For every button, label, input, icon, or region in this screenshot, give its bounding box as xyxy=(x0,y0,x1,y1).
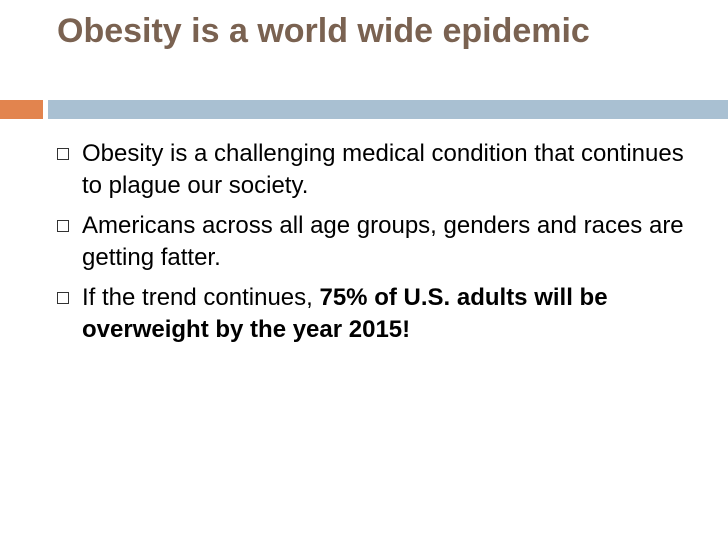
bullet-list: Obesity is a challenging medical conditi… xyxy=(57,138,697,354)
bullet-text: If the trend continues, xyxy=(82,284,320,311)
bullet-marker xyxy=(57,220,69,232)
bullet-marker xyxy=(57,292,69,304)
bullet-emphasis: 75% of U.S. adults will be overweight by… xyxy=(82,284,608,343)
bullet-text: Obesity is a challenging medical conditi… xyxy=(82,140,684,199)
bullet: Obesity is a challenging medical conditi… xyxy=(57,138,697,202)
bullet: Americans across all age groups, genders… xyxy=(57,210,697,274)
bullet-marker xyxy=(57,148,69,160)
slide-title: Obesity is a world wide epidemic xyxy=(57,12,590,50)
bullet: If the trend continues, 75% of U.S. adul… xyxy=(57,282,697,346)
header-bar xyxy=(48,100,728,119)
accent-bar xyxy=(0,100,43,119)
bullet-text: Americans across all age groups, genders… xyxy=(82,212,684,271)
